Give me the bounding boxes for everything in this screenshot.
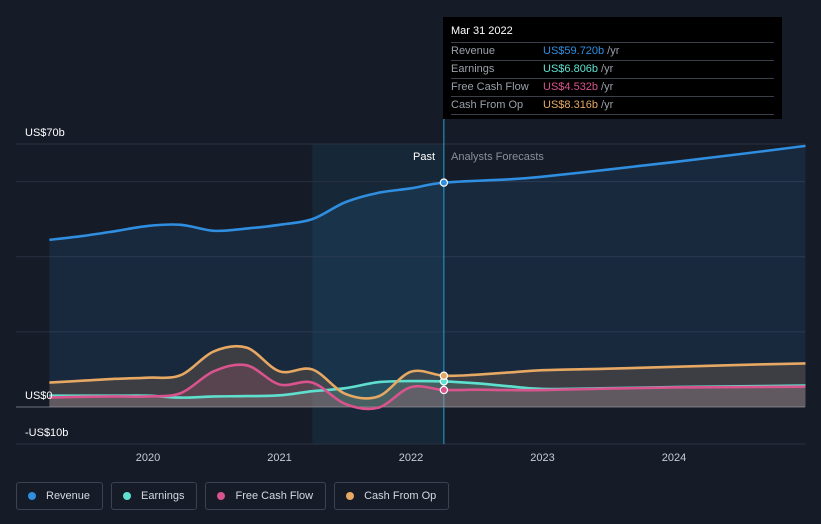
chart-legend: Revenue Earnings Free Cash Flow Cash Fro… (16, 482, 450, 510)
tooltip-value: US$6.806b (543, 63, 599, 75)
legend-label: Free Cash Flow (235, 490, 314, 502)
legend-dot-icon (217, 492, 226, 500)
revenue-area (49, 145, 806, 407)
legend-item-earnings[interactable]: Earnings (111, 482, 198, 510)
x-tick-label: 2024 (662, 452, 686, 464)
cash-from-op-line (49, 344, 806, 400)
tooltip-row-free-cash-flow: Free Cash Flow US$4.532b /yr (451, 78, 774, 96)
x-tick-label: 2020 (136, 452, 160, 464)
tooltip-value: US$59.720b (543, 45, 605, 57)
legend-label: Cash From Op (364, 490, 437, 502)
legend-item-cash-from-op[interactable]: Cash From Op (334, 482, 450, 510)
past-label: Past (413, 151, 435, 163)
x-tick-label: 2022 (399, 452, 423, 464)
x-axis-ticks: 2020 2021 2022 2023 2024 (136, 452, 686, 464)
legend-item-revenue[interactable]: Revenue (16, 482, 104, 510)
tooltip-unit: /yr (607, 45, 620, 57)
tooltip-label: Revenue (451, 45, 496, 57)
tooltip-row-revenue: Revenue US$59.720b /yr (451, 42, 774, 60)
free-cash-flow-marker (439, 385, 449, 395)
tooltip-label: Free Cash Flow (451, 81, 529, 93)
revenue-line (49, 144, 806, 242)
analysts-forecasts-label: Analysts Forecasts (451, 151, 544, 163)
legend-item-free-cash-flow[interactable]: Free Cash Flow (205, 482, 327, 510)
y-axis-bottom-label: -US$10b (25, 427, 68, 439)
series-areas (49, 145, 806, 409)
financial-chart: US$70b US$0 -US$10b Past Analysts Foreca… (16, 95, 806, 464)
tooltip-value: US$4.532b (543, 81, 599, 93)
tooltip-label: Cash From Op (451, 99, 524, 111)
tooltip-unit: /yr (601, 99, 614, 111)
gridlines (16, 95, 805, 445)
revenue-marker (439, 178, 449, 187)
free-cash-flow-line (49, 363, 806, 411)
series-lines (49, 144, 806, 411)
cash-from-op-marker (439, 371, 449, 380)
tooltip-unit: /yr (601, 81, 614, 93)
legend-dot-icon (346, 492, 355, 500)
hover-tooltip: Mar 31 2022 Revenue US$59.720b /yr Earni… (443, 17, 782, 119)
tooltip-value: US$8.316b (543, 99, 599, 111)
x-tick-label: 2021 (267, 452, 291, 464)
tooltip-unit: /yr (601, 63, 614, 75)
tooltip-row-cash-from-op: Cash From Op US$8.316b /yr (451, 96, 774, 115)
legend-dot-icon (123, 492, 132, 500)
legend-dot-icon (28, 492, 36, 500)
hover-markers (439, 178, 449, 395)
tooltip-date: Mar 31 2022 (451, 25, 513, 37)
legend-label: Revenue (46, 490, 91, 502)
tooltip-label: Earnings (451, 63, 495, 75)
free-cash-flow-area (49, 364, 806, 409)
earnings-area (49, 381, 806, 407)
legend-label: Earnings (141, 490, 185, 502)
cash-from-op-area (49, 346, 806, 407)
tooltip-row-earnings: Earnings US$6.806b /yr (451, 60, 774, 78)
x-tick-label: 2023 (530, 452, 554, 464)
y-axis-top-label: US$70b (25, 127, 65, 139)
y-axis-zero-label: US$0 (25, 390, 53, 402)
